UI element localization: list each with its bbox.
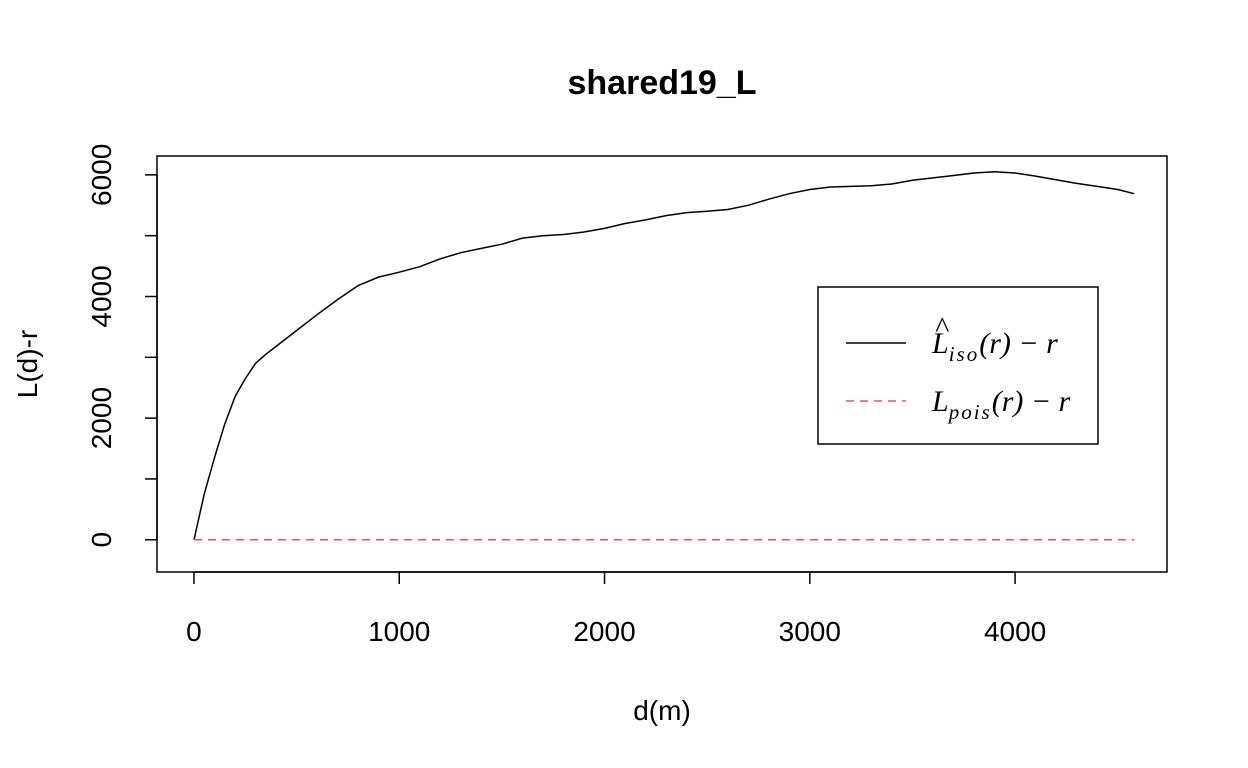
legend-tail: (r) − r bbox=[979, 327, 1058, 360]
legend-label-iso: Liso(r) − r bbox=[931, 327, 1058, 366]
legend-tail: (r) − r bbox=[992, 385, 1071, 418]
x-axis: 0 1000 2000 3000 4000 bbox=[186, 571, 1046, 647]
legend-box bbox=[817, 286, 1099, 445]
x-axis-label: d(m) bbox=[633, 695, 691, 726]
chart-title: shared19_L bbox=[568, 64, 757, 102]
x-tick-label: 0 bbox=[186, 616, 202, 647]
legend-label-pois: Lpois(r) − r bbox=[931, 385, 1071, 424]
x-tick-label: 3000 bbox=[779, 616, 841, 647]
y-tick-label: 2000 bbox=[86, 387, 117, 449]
series-line-iso bbox=[193, 171, 1135, 540]
legend-sub: iso bbox=[949, 342, 980, 366]
x-tick-label: 1000 bbox=[368, 616, 430, 647]
y-tick-label: 6000 bbox=[86, 144, 117, 206]
legend-hat-accent: ^ bbox=[935, 311, 950, 344]
legend-sub: pois bbox=[947, 400, 992, 424]
y-tick-label: 0 bbox=[86, 532, 117, 548]
legend-main: L bbox=[931, 327, 949, 360]
series-layer bbox=[193, 171, 1135, 541]
legend-main: L bbox=[931, 385, 949, 418]
y-axis-label: L(d)-r bbox=[12, 330, 43, 398]
y-axis: 0 2000 4000 6000 bbox=[86, 144, 158, 548]
x-tick-label: 4000 bbox=[984, 616, 1046, 647]
x-tick-label: 2000 bbox=[573, 616, 635, 647]
y-tick-label: 4000 bbox=[86, 265, 117, 327]
legend: Liso(r) − r^Lpois(r) − r bbox=[817, 286, 1099, 445]
